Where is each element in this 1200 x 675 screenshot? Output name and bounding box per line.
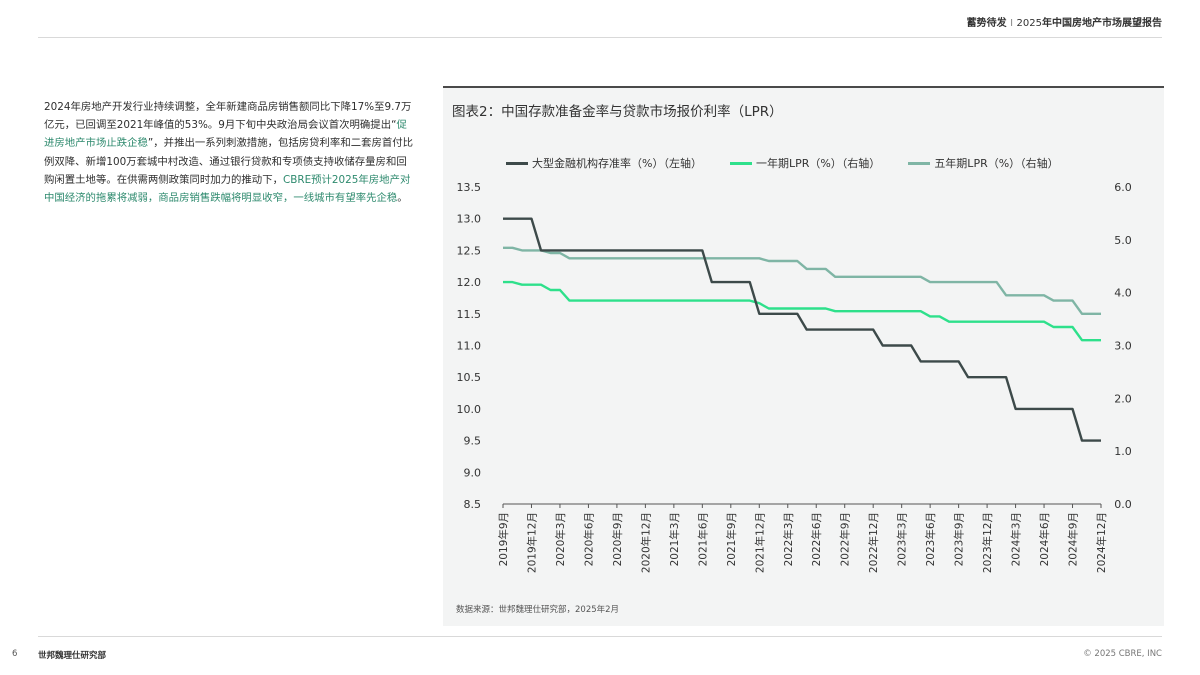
header-divider [38, 37, 1162, 38]
x-tick-label: 2020年6月 [582, 512, 595, 566]
body-text-part-1: 2024年房地产开发行业持续调整，全年新建商品房销售额同比下降17%至9.7万亿… [44, 101, 412, 132]
body-text-part-2: ”，并推出一系列刺激措施，包括房贷利率和二套房首付比例双降、新增100万套城中村… [44, 137, 414, 186]
y-right-tick-label: 0.0 [1114, 498, 1132, 511]
legend-label-lpr-1y: 一年期LPR（%）（右轴） [755, 157, 881, 170]
x-tick-label: 2023年3月 [896, 512, 909, 566]
y-right-tick-label: 1.0 [1114, 445, 1132, 458]
legend-label-rrr: 大型金融机构存准率（%）（左轴） [532, 157, 702, 170]
header-title-text: 年中国房地产市场展望报告 [1042, 18, 1162, 29]
legend-item-lpr-1y: 一年期LPR（%）（右轴） [729, 155, 881, 171]
x-tick-label: 2021年9月 [725, 512, 738, 566]
x-tick-label: 2020年9月 [611, 512, 624, 566]
footer-org: 世邦魏理仕研究部 [38, 651, 107, 661]
y-right-tick-label: 6.0 [1114, 181, 1132, 194]
x-tick-label: 2021年6月 [696, 512, 709, 566]
x-tick-label: 2021年3月 [668, 512, 681, 566]
x-tick-label: 2024年9月 [1067, 512, 1080, 566]
y-left-tick-label: 13.0 [457, 213, 482, 226]
x-tick-label: 2024年12月 [1095, 512, 1108, 573]
y-left-tick-label: 10.0 [457, 403, 482, 416]
y-left-tick-label: 11.5 [457, 308, 482, 321]
header-brand: 蓄势待发 [966, 18, 1007, 29]
x-tick-label: 2022年12月 [867, 512, 880, 573]
y-left-tick-label: 13.5 [457, 181, 482, 194]
chart-panel: 图表2：中国存款准备金率与贷款市场报价利率（LPR） 大型金融机构存准率（%）（… [443, 86, 1164, 626]
legend-label-lpr-5y: 五年期LPR（%）（右轴） [934, 157, 1059, 170]
chart-legend: 大型金融机构存准率（%）（左轴） 一年期LPR（%）（右轴） 五年期LPR（%）… [506, 155, 1087, 171]
x-tick-label: 2024年6月 [1038, 512, 1051, 566]
y-right-tick-label: 5.0 [1114, 234, 1132, 247]
chart-title: 图表2：中国存款准备金率与贷款市场报价利率（LPR） [452, 104, 783, 120]
legend-swatch-lpr-5y [908, 161, 931, 165]
legend-item-rrr: 大型金融机构存准率（%）（左轴） [506, 155, 702, 171]
body-highlight-2: CBRE预计2025年房地产对中国经济的拖累将减弱，商品房销售跌幅将明显收窄，一… [44, 173, 411, 205]
line-chart: 8.5 9.0 9.5 10.0 10.5 11.0 11.5 12.0 12.5 13.0 13.… [457, 181, 1132, 573]
y-right-tick-label: 2.0 [1114, 392, 1132, 405]
header-separator: I [1010, 18, 1014, 29]
legend-swatch-lpr-1y [729, 161, 752, 165]
series-line-rrr [503, 217, 1101, 442]
x-tick-label: 2023年6月 [924, 512, 937, 566]
page-number: 6 [12, 649, 18, 659]
y-left-tick-label: 12.0 [457, 276, 482, 289]
x-tick-label: 2022年3月 [782, 512, 795, 566]
y-right-tick-label: 3.0 [1114, 340, 1132, 353]
x-tick-label: 2020年3月 [554, 512, 567, 566]
report-header-title: 蓄势待发 I 2025年中国房地产市场展望报告 [967, 14, 1162, 29]
x-tick-label: 2023年9月 [953, 512, 966, 566]
chart-source: 数据来源：世邦魏理仕研究部，2025年2月 [456, 605, 620, 615]
legend-swatch-rrr [506, 161, 528, 165]
y-left-tick-label: 9.0 [464, 466, 482, 479]
header-year: 2025 [1016, 18, 1042, 29]
x-tick-label: 2019年9月 [497, 512, 510, 566]
body-paragraph: 2024年房地产开发行业持续调整，全年新建商品房销售额同比下降17%至9.7万亿… [44, 98, 416, 207]
x-tick-label: 2022年9月 [839, 512, 852, 566]
x-tick-label: 2024年3月 [1010, 512, 1023, 566]
y-left-tick-label: 9.5 [464, 435, 482, 448]
footer-copyright: © 2025 CBRE, INC [1083, 649, 1162, 659]
x-tick-label: 2021年12月 [753, 512, 766, 573]
body-text-part-3: 。 [397, 192, 408, 205]
body-highlight-1: 促进房地产市场止跌企稳 [44, 119, 407, 150]
series-line-lpr-1y [503, 280, 1101, 342]
x-tick-label: 2023年12月 [981, 512, 994, 573]
y-left-tick-label: 10.5 [457, 371, 482, 384]
y-left-tick-label: 12.5 [457, 244, 482, 257]
x-tick-label: 2019年12月 [525, 512, 538, 573]
footer-divider [38, 636, 1162, 637]
legend-item-lpr-5y: 五年期LPR（%）（右轴） [908, 155, 1059, 171]
y-right-tick-label: 4.0 [1114, 287, 1132, 300]
series-line-lpr-5y [503, 246, 1101, 315]
y-left-tick-label: 8.5 [464, 498, 482, 511]
x-tick-label: 2020年12月 [639, 512, 652, 573]
x-tick-label: 2022年6月 [810, 512, 823, 566]
y-left-tick-label: 11.0 [457, 340, 482, 353]
